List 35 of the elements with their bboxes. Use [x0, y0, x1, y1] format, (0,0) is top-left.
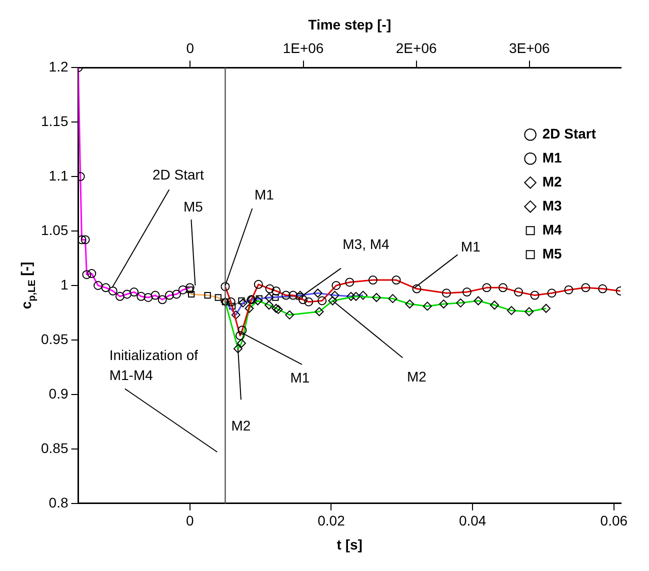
- y-tick-label: 0.85: [41, 440, 68, 456]
- y-tick-label: 0.95: [41, 330, 68, 347]
- x2-tick-label: 2E+06: [396, 40, 437, 56]
- y-tick-label: 0.8: [48, 494, 68, 510]
- annotation: M5: [183, 198, 204, 214]
- x2-tick-label: 0: [186, 40, 194, 56]
- y-tick-label: 1: [60, 276, 68, 292]
- annotation: M2: [231, 418, 251, 434]
- annotation: M2: [406, 368, 427, 385]
- annotation: M3, M4: [342, 236, 390, 252]
- annotation: 2D Start: [152, 166, 204, 183]
- y-tick-label: 1.15: [41, 112, 68, 129]
- x-tick-label: 0: [186, 512, 194, 529]
- y-tick-label: 1.1: [48, 167, 68, 184]
- legend-label: M4: [542, 221, 562, 238]
- legend-label: 2D Start: [542, 125, 596, 142]
- x-tick-label: 0.02: [318, 512, 346, 529]
- legend-label: M1: [542, 149, 562, 166]
- annotation: M1: [290, 369, 310, 386]
- x2-axis-title: Time step [-]: [308, 16, 392, 32]
- y-tick-label: 0.9: [48, 385, 68, 402]
- annotation: Initialization of M1-M4: [109, 346, 198, 383]
- x-tick-label: 0.04: [458, 512, 486, 529]
- annotation: M1: [254, 186, 274, 202]
- legend-label: M2: [542, 173, 562, 190]
- x-tick-label: 0.06: [600, 512, 628, 529]
- legend-label: M3: [542, 197, 562, 214]
- y-tick-label: 1.05: [41, 222, 68, 238]
- y-tick-label: 1.2: [48, 58, 68, 74]
- y-axis-title: cp,LE [-]: [18, 262, 38, 310]
- x-axis-title: t [s]: [336, 536, 362, 552]
- x2-tick-label: 1E+06: [282, 40, 324, 56]
- annotation: M1: [460, 238, 481, 255]
- x2-tick-label: 3E+06: [508, 40, 550, 56]
- legend-label: M5: [542, 245, 562, 262]
